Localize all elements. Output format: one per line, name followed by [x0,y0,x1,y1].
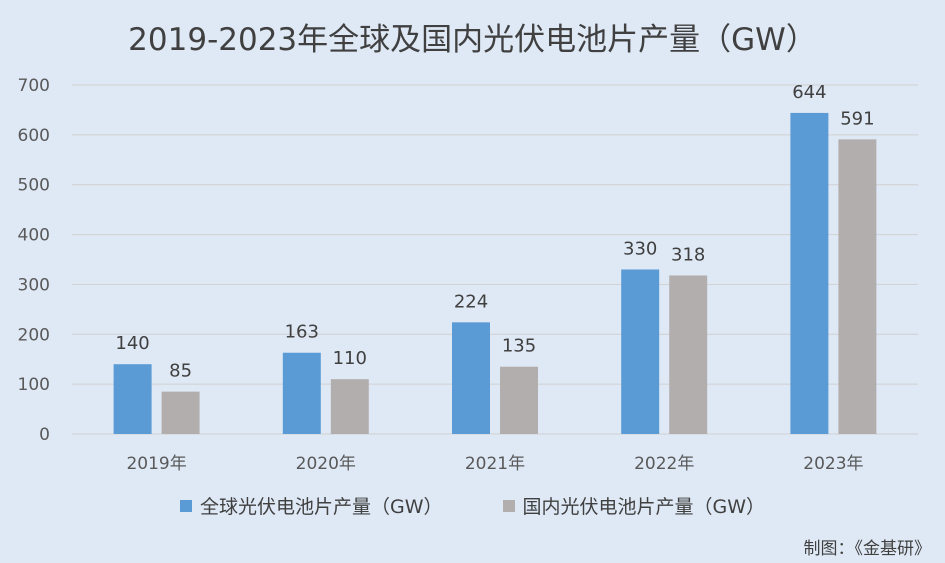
bar-domestic [838,139,877,434]
data-label: 140 [115,333,149,354]
y-tick-label: 400 [18,226,50,246]
data-label: 163 [285,322,319,343]
legend-label-global: 全球光伏电池片产量（GW） [199,496,443,518]
data-label: 135 [502,336,536,357]
bar-global [282,352,321,434]
bar-domestic [330,379,369,434]
bar-domestic [500,366,538,434]
y-tick-label: 100 [18,375,50,395]
chart-legend: 全球光伏电池片产量（GW） 国内光伏电池片产量（GW） [0,492,945,519]
bar-global [452,322,490,434]
bar-global [621,269,660,434]
y-tick-label: 500 [18,176,50,196]
legend-swatch-domestic [502,499,515,512]
y-tick-label: 200 [18,325,50,345]
data-label: 644 [792,82,826,103]
bar-domestic [669,275,708,434]
x-tick-label: 2020年 [296,454,356,474]
source-note: 制图：《金基研》 [803,539,932,559]
data-label: 318 [671,244,705,265]
legend-item-global: 全球光伏电池片产量（GW） [179,492,443,519]
bar-global [113,364,152,434]
x-tick-label: 2022年 [634,454,694,474]
x-tick-label: 2019年 [126,454,186,474]
legend-label-domestic: 国内光伏电池片产量（GW） [522,496,766,518]
chart-title: 2019-2023年全球及国内光伏电池片产量（GW） [128,22,817,58]
x-tick-label: 2021年 [465,454,525,474]
x-tick-label: 2023年 [803,454,863,474]
bar-domestic [161,391,200,434]
legend-swatch-global [179,499,192,512]
y-tick-label: 600 [18,126,50,146]
data-label: 591 [840,108,874,129]
y-tick-label: 300 [18,275,50,295]
bar-global [790,112,829,435]
y-tick-label: 700 [18,76,50,96]
data-label: 224 [454,291,488,312]
data-label: 110 [333,348,367,369]
data-label: 85 [169,361,192,382]
y-tick-label: 0 [39,425,50,445]
data-label: 330 [623,238,657,259]
legend-item-domestic: 国内光伏电池片产量（GW） [502,492,766,519]
